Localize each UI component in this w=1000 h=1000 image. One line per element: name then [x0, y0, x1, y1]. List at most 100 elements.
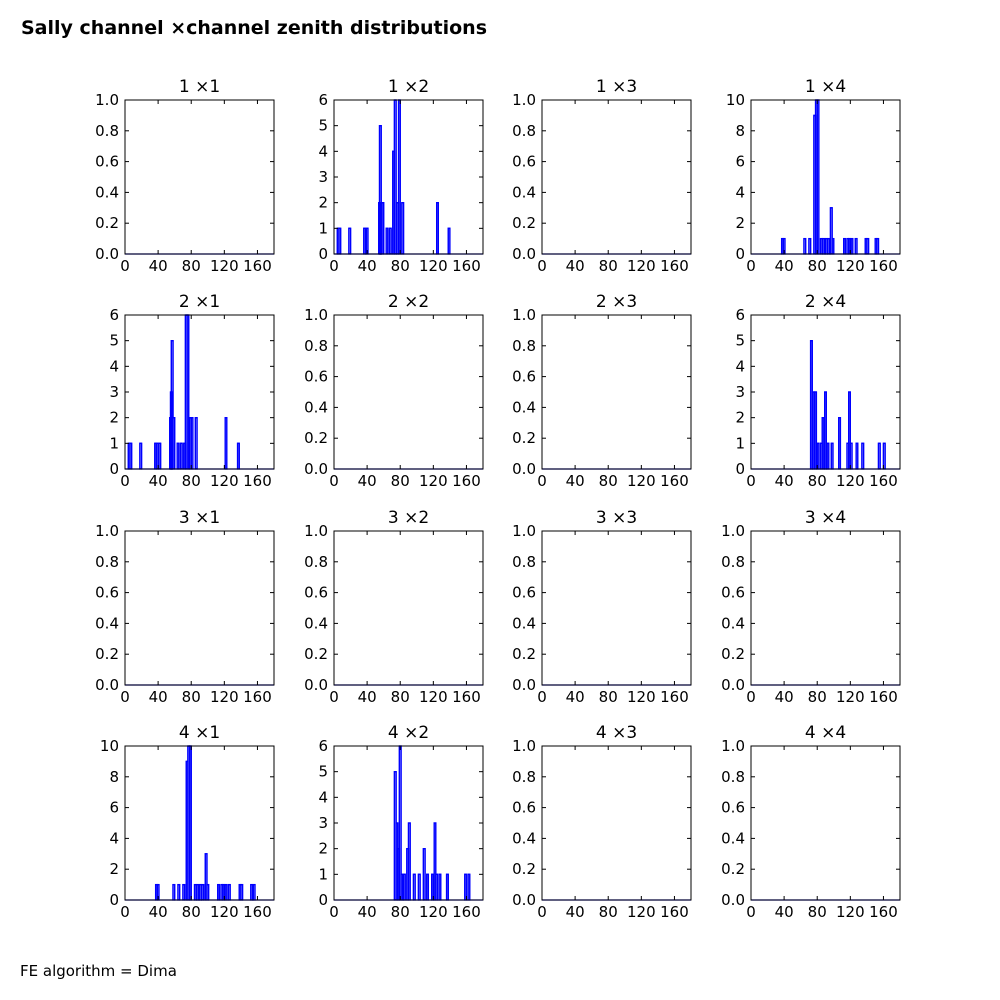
y-tick-label: 0.6 — [512, 799, 536, 817]
y-tick-label: 0 — [109, 891, 119, 909]
x-tick-label: 120 — [836, 903, 865, 921]
x-tick-label: 40 — [149, 472, 168, 490]
histogram-bar — [422, 848, 426, 901]
y-tick-label: 1 — [318, 219, 328, 237]
subplot-title: 3 ×4 — [805, 508, 846, 528]
y-tick-label: 0.6 — [304, 584, 328, 602]
histogram-bar — [438, 873, 442, 901]
x-tick-label: 0 — [746, 688, 756, 706]
x-tick-label: 80 — [808, 472, 827, 490]
y-tick-label: 0.8 — [512, 768, 536, 786]
x-tick-label: 0 — [120, 257, 130, 275]
subplot: 4 ×3 0.0 0.2 0.4 0.6 0.8 1.0 0 40 80 120 160 — [512, 723, 692, 921]
histogram-bar — [400, 873, 404, 901]
x-tick-label: 0 — [120, 472, 130, 490]
x-tick-label: 80 — [391, 688, 410, 706]
histogram-bar — [826, 442, 830, 470]
x-tick-label: 120 — [210, 472, 239, 490]
histogram-bar — [809, 340, 813, 470]
y-tick-label: 0.4 — [95, 614, 119, 632]
subplot-title: 4 ×3 — [596, 723, 637, 743]
subplot: 2 ×2 0.0 0.2 0.4 0.6 0.8 1.0 0 40 80 120 160 — [304, 292, 484, 490]
y-tick-label: 6 — [735, 153, 745, 171]
histogram-bar — [819, 237, 823, 255]
x-tick-label: 40 — [149, 903, 168, 921]
y-tick-label: 0.8 — [721, 553, 745, 571]
x-tick-label: 0 — [329, 688, 339, 706]
histogram-outline — [751, 99, 900, 255]
y-tick-label: 5 — [109, 332, 119, 350]
figure-footer: FE algorithm = Dima — [20, 962, 177, 980]
histogram-bar — [402, 873, 406, 901]
histogram-bar — [201, 883, 205, 901]
x-tick-label: 0 — [537, 472, 547, 490]
histogram-bar — [821, 417, 825, 470]
histogram-bar — [467, 873, 471, 901]
histogram-bar — [435, 202, 439, 255]
histogram-bar — [198, 883, 202, 901]
histogram-bar — [172, 883, 176, 901]
y-tick-label: 1.0 — [512, 522, 536, 540]
x-tick-label: 0 — [746, 903, 756, 921]
y-tick-label: 6 — [735, 306, 745, 324]
histogram-outline — [125, 745, 274, 901]
subplot: 2 ×1 0 1 2 3 4 5 6 0 40 80 120 160 — [109, 292, 275, 490]
x-tick-label: 120 — [836, 257, 865, 275]
y-tick-label: 0.8 — [512, 122, 536, 140]
x-tick-label: 120 — [210, 688, 239, 706]
subplot: 1 ×2 0 1 2 3 4 5 6 0 40 80 120 160 — [318, 77, 484, 275]
y-tick-label: 4 — [735, 357, 745, 375]
y-tick-label: 0.6 — [721, 584, 745, 602]
x-tick-label: 160 — [660, 688, 689, 706]
x-tick-label: 0 — [746, 472, 756, 490]
y-tick-label: 1.0 — [95, 91, 119, 109]
y-tick-label: 6 — [318, 91, 328, 109]
x-tick-label: 80 — [599, 257, 618, 275]
x-tick-label: 120 — [419, 472, 448, 490]
x-tick-label: 80 — [182, 472, 201, 490]
y-tick-label: 6 — [109, 799, 119, 817]
y-tick-label: 0.4 — [512, 398, 536, 416]
x-tick-label: 80 — [599, 472, 618, 490]
y-tick-label: 0.4 — [721, 829, 745, 847]
axes-frame — [124, 530, 275, 686]
x-tick-label: 160 — [660, 257, 689, 275]
subplot-title: 1 ×4 — [805, 77, 846, 97]
y-tick-label: 0.0 — [721, 676, 745, 694]
histogram-bar — [808, 237, 812, 255]
y-tick-label: 0.8 — [512, 337, 536, 355]
axes-frame — [750, 99, 901, 255]
x-tick-label: 160 — [243, 688, 272, 706]
histogram-bar — [822, 237, 826, 255]
histogram-bar — [206, 883, 210, 901]
y-tick-label: 1 — [318, 865, 328, 883]
y-tick-label: 0.4 — [95, 183, 119, 201]
y-tick-label: 2 — [735, 409, 745, 427]
x-tick-label: 160 — [452, 257, 481, 275]
y-tick-label: 1 — [735, 434, 745, 452]
y-tick-label: 0.2 — [512, 860, 536, 878]
x-tick-label: 120 — [210, 257, 239, 275]
y-tick-label: 1.0 — [512, 306, 536, 324]
histogram-bar — [129, 442, 133, 470]
histogram-bar — [182, 883, 186, 901]
y-tick-label: 4 — [109, 829, 119, 847]
subplot: 3 ×2 0.0 0.2 0.4 0.6 0.8 1.0 0 40 80 120 160 — [304, 508, 484, 706]
histogram-bar — [876, 237, 880, 255]
axes-frame — [124, 314, 275, 470]
x-tick-label: 80 — [808, 257, 827, 275]
y-tick-label: 6 — [318, 737, 328, 755]
x-tick-label: 0 — [746, 257, 756, 275]
y-tick-label: 0 — [735, 460, 745, 478]
x-tick-label: 0 — [537, 257, 547, 275]
x-tick-label: 40 — [566, 257, 585, 275]
y-tick-label: 3 — [109, 383, 119, 401]
x-tick-label: 160 — [869, 903, 898, 921]
y-tick-label: 0 — [109, 460, 119, 478]
histogram-bar — [250, 883, 254, 901]
y-tick-label: 3 — [735, 383, 745, 401]
y-tick-label: 0.0 — [512, 245, 536, 263]
histogram-bar — [830, 442, 834, 470]
subplot-title: 2 ×2 — [388, 292, 429, 312]
